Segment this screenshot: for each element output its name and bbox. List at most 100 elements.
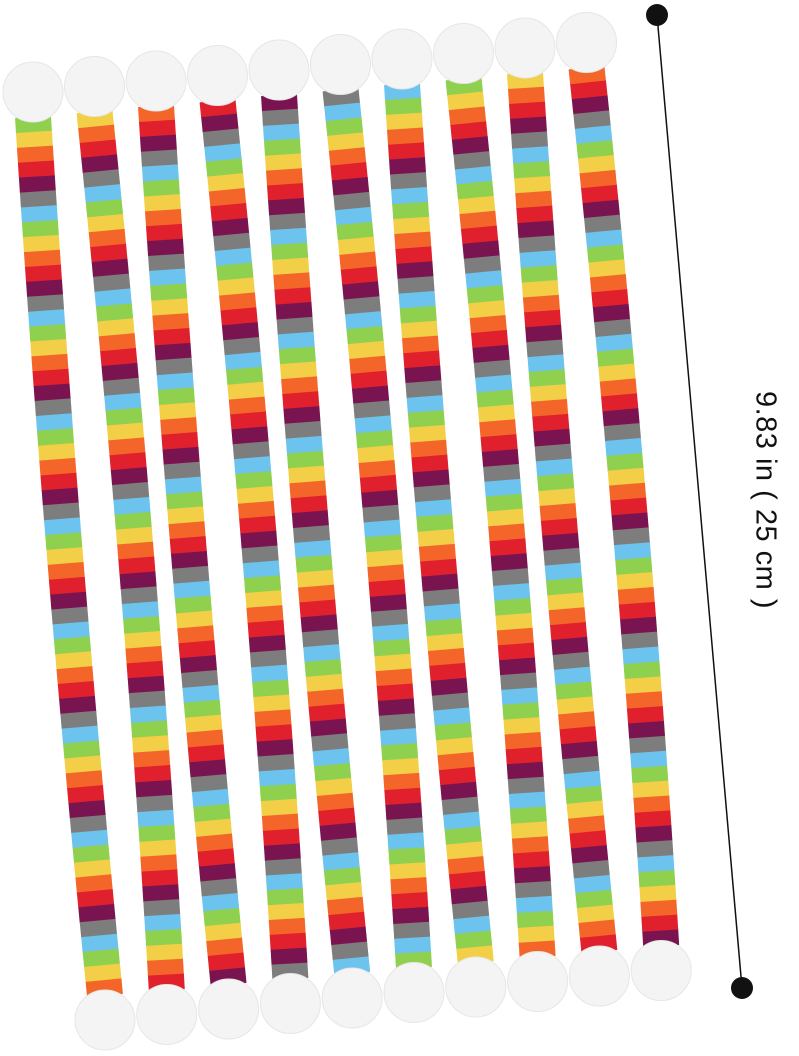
stripe — [151, 298, 189, 317]
top-ball — [2, 61, 64, 123]
stripe — [547, 592, 585, 611]
stripe — [411, 454, 449, 473]
stripe — [472, 344, 510, 364]
stripe — [639, 884, 677, 903]
stripe — [535, 458, 574, 477]
stripe — [205, 158, 244, 178]
stripe — [395, 246, 433, 265]
stripe — [409, 424, 447, 444]
stripe — [256, 739, 294, 758]
stripe — [136, 794, 174, 813]
stripe — [566, 800, 604, 820]
stripe — [211, 217, 250, 237]
stripe — [587, 244, 625, 264]
stripe — [624, 676, 662, 695]
stripe — [110, 467, 148, 486]
stripe — [26, 279, 64, 298]
stripe — [570, 845, 609, 865]
stripe — [521, 280, 559, 299]
stripe — [114, 511, 152, 531]
rainbow-stick — [64, 56, 198, 1045]
stripe — [331, 941, 369, 961]
stripe — [259, 783, 297, 802]
stripe — [245, 590, 283, 609]
stripe — [85, 199, 124, 218]
stripe — [374, 653, 412, 672]
stripe — [226, 366, 264, 386]
stripe — [223, 336, 261, 356]
stripe — [331, 177, 370, 197]
stripe — [269, 932, 307, 951]
rainbow-stick — [556, 12, 692, 1001]
stripe — [81, 933, 119, 953]
stripe — [400, 320, 438, 339]
stripe — [361, 489, 399, 509]
stripe — [246, 605, 284, 624]
stripe — [522, 294, 560, 314]
stripe — [142, 179, 180, 198]
stripe — [494, 597, 532, 617]
stripe — [568, 815, 606, 835]
stripe — [157, 387, 195, 406]
stripe — [405, 380, 443, 399]
stripe — [139, 134, 177, 153]
stripe — [140, 149, 178, 168]
stripe — [614, 542, 652, 561]
stripe — [347, 340, 386, 360]
stripe — [514, 880, 552, 899]
stripe — [570, 80, 608, 100]
dimension-line — [646, 4, 753, 999]
stripe — [574, 125, 613, 145]
stripe — [76, 889, 115, 908]
rainbow-stick — [248, 39, 383, 1029]
stripe — [272, 257, 310, 276]
top-ball — [248, 39, 310, 101]
stripe — [508, 86, 545, 105]
stripe — [328, 147, 367, 167]
rainbow-stick — [433, 23, 569, 1012]
stripe — [79, 139, 118, 159]
stripe — [198, 863, 237, 883]
stripe — [131, 720, 169, 739]
stripe — [112, 482, 150, 501]
stripe — [67, 785, 105, 804]
stripe — [207, 173, 245, 193]
stripe — [262, 828, 300, 847]
stripe — [144, 914, 182, 932]
stripe — [622, 646, 660, 665]
stripe — [391, 186, 429, 205]
stripe — [518, 235, 556, 254]
stripe — [503, 717, 541, 736]
stripe — [301, 629, 340, 648]
stripe — [325, 882, 363, 901]
stripe — [339, 251, 377, 271]
stripe — [429, 662, 467, 682]
stripe — [606, 452, 644, 472]
stripe — [634, 810, 672, 829]
stripe — [416, 514, 454, 533]
stripe — [337, 236, 376, 256]
stripe — [177, 625, 215, 644]
stripe — [480, 434, 518, 453]
stripe — [204, 143, 242, 163]
stripe — [59, 695, 97, 715]
stripe — [271, 242, 309, 261]
stripe — [84, 963, 122, 983]
stripe — [126, 660, 164, 679]
stripe — [559, 726, 597, 745]
stripe — [143, 194, 181, 212]
stripe — [333, 191, 371, 211]
stripe — [579, 169, 617, 189]
stripe — [102, 377, 141, 397]
stripe — [454, 930, 493, 950]
stripe — [240, 530, 278, 549]
stripe — [383, 772, 421, 791]
stripe — [392, 201, 430, 220]
stripe — [327, 132, 365, 152]
stripe — [146, 943, 183, 962]
stripe — [78, 904, 116, 923]
stripe — [290, 495, 328, 514]
stripe — [41, 487, 79, 506]
stripe — [88, 228, 127, 248]
stripe — [512, 851, 550, 869]
